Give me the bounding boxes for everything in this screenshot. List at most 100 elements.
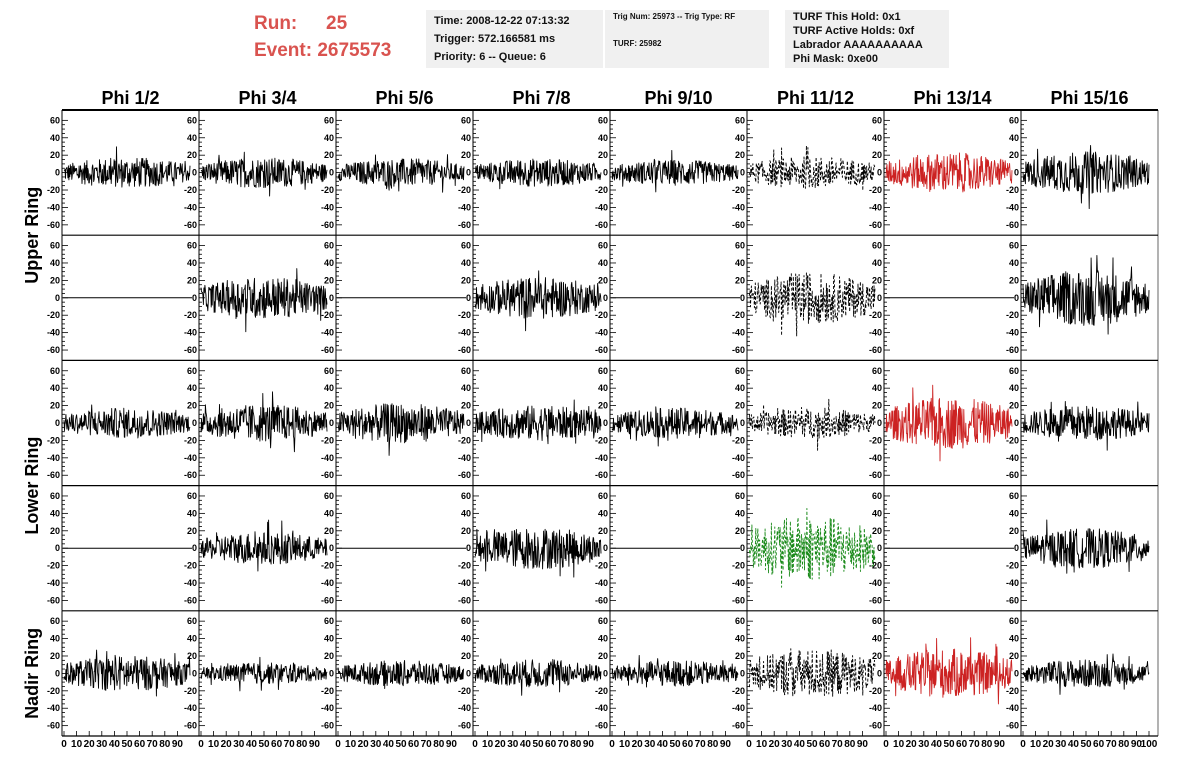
y-tick-label: 0 [740,418,745,428]
y-tick-label: 60 [872,241,882,251]
y-tick-label: 20 [872,526,882,536]
turf-hold-text: TURF This Hold: 0x1 [793,11,901,23]
labrador-text: Labrador AAAAAAAAAA [793,39,923,51]
y-tick-label: 40 [1009,508,1019,518]
y-tick-label: 20 [1009,401,1019,411]
y-tick-label: -60 [595,470,608,480]
x-tick-label: 70 [421,739,433,750]
y-tick-label: 40 [872,508,882,518]
y-tick-label: -60 [732,470,745,480]
y-tick-label: 0 [55,668,60,678]
y-tick-label: 20 [324,401,334,411]
y-tick-label: 40 [187,133,197,143]
y-tick-label: 0 [603,543,608,553]
y-tick-label: -20 [47,435,60,445]
x-tick-label: 10 [893,739,905,750]
x-tick-label: 90 [857,739,869,750]
x-tick-label: 60 [545,739,557,750]
y-tick-label: 20 [324,150,334,160]
x-tick-label: 10 [345,739,357,750]
x-tick-label: 70 [832,739,844,750]
y-tick-label: 60 [187,491,197,501]
y-tick-label: 0 [329,168,334,178]
y-tick-label: 40 [50,634,60,644]
y-tick-label: -40 [184,453,197,463]
priority-text: Priority: 6 -- Queue: 6 [434,51,546,63]
y-tick-label: -60 [184,345,197,355]
y-tick-label: 60 [872,491,882,501]
y-tick-label: -60 [47,470,60,480]
waveform-trace [885,637,1013,705]
y-tick-label: 0 [192,418,197,428]
y-tick-label: -60 [321,721,334,731]
y-tick-label: 20 [461,526,471,536]
y-tick-label: 20 [872,150,882,160]
y-tick-label: -20 [869,686,882,696]
y-tick-label: -20 [869,185,882,195]
y-tick-label: 60 [461,491,471,501]
y-tick-label: 40 [1009,383,1019,393]
y-tick-label: -40 [869,578,882,588]
waveform-trace [337,403,465,456]
y-tick-label: -40 [869,703,882,713]
waveform-trace [63,404,191,439]
x-tick-label: 80 [296,739,308,750]
y-tick-label: -40 [595,328,608,338]
y-tick-label: -60 [47,345,60,355]
y-tick-label: 60 [598,491,608,501]
y-tick-label: 0 [603,418,608,428]
y-tick-label: 40 [324,383,334,393]
y-tick-label: 40 [598,634,608,644]
y-tick-label: -40 [869,328,882,338]
waveform-trace [200,391,328,453]
x-tick-label: 90 [583,739,595,750]
x-tick-label: 10 [1030,739,1042,750]
column-title: Phi 3/4 [238,88,296,108]
y-tick-label: 0 [877,168,882,178]
x-tick-label: 60 [682,739,694,750]
x-tick-label: 80 [707,739,719,750]
turf-text: TURF: 25982 [613,39,662,48]
y-tick-label: 0 [466,418,471,428]
x-tick-label: 80 [570,739,582,750]
x-tick-label: 0 [1020,739,1026,750]
x-tick-label: 70 [147,739,159,750]
y-tick-label: -40 [732,328,745,338]
column-title: Phi 11/12 [777,88,854,108]
x-tick-label: 0 [198,739,204,750]
y-tick-label: -60 [1006,595,1019,605]
y-tick-label: 20 [187,401,197,411]
y-tick-label: -40 [184,202,197,212]
column-title: Phi 9/10 [644,88,712,108]
y-tick-label: 20 [735,526,745,536]
y-tick-label: -60 [321,345,334,355]
x-tick-label: 10 [71,739,83,750]
waveform-trace [337,660,465,689]
x-tick-label: 40 [520,739,532,750]
y-tick-label: 40 [461,133,471,143]
y-tick-label: 40 [324,258,334,268]
waveform-trace [611,654,739,688]
y-tick-label: 0 [466,668,471,678]
y-tick-label: 60 [50,366,60,376]
y-tick-label: 60 [461,366,471,376]
x-tick-label: 80 [159,739,171,750]
y-tick-label: 40 [50,258,60,268]
y-tick-label: 60 [1009,115,1019,125]
y-tick-label: 0 [192,293,197,303]
y-tick-label: 20 [187,526,197,536]
y-tick-label: -20 [595,686,608,696]
run-info: Run: 25 Event: 2675573 [254,10,391,64]
y-tick-label: -40 [47,703,60,713]
y-tick-label: 0 [192,543,197,553]
y-tick-label: 40 [735,508,745,518]
y-tick-label: 40 [461,508,471,518]
y-tick-label: 40 [598,258,608,268]
y-tick-label: -60 [184,220,197,230]
y-tick-label: 20 [187,651,197,661]
x-tick-label: 80 [433,739,445,750]
y-tick-label: -20 [1006,686,1019,696]
x-tick-label: 50 [258,739,270,750]
y-tick-label: 40 [735,133,745,143]
